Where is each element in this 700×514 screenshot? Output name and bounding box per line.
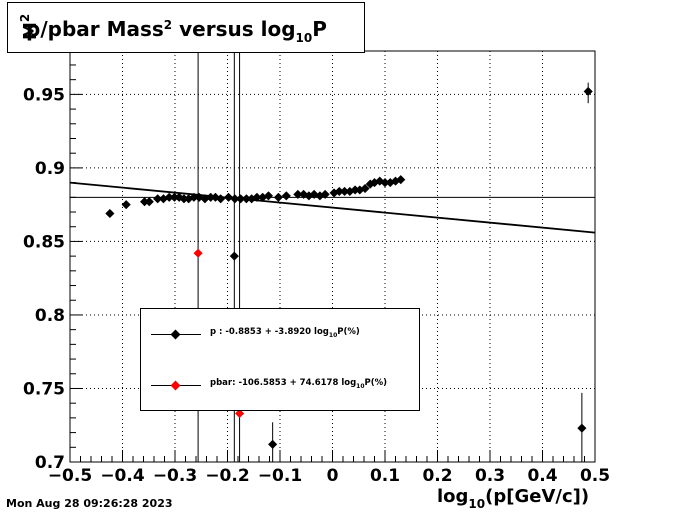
legend-entry-p: p : -0.8853 + -3.8920 log10P(%) [210,327,360,339]
data-point-p [375,176,385,186]
data-point-p [229,251,239,261]
x-tick-label: −0.3 [153,466,197,486]
data-point-p [577,423,587,433]
data-point-p [309,189,319,200]
data-point-p [174,192,184,202]
data-point-p [121,200,131,210]
data-point-p [267,439,278,450]
y-tick-label: 0.75 [23,379,65,399]
data-point-p [210,192,221,202]
y-tick-label: 0.95 [23,85,65,105]
data-point-p [223,192,234,202]
x-tick-label: 0.1 [370,466,400,486]
data-point-p [105,208,115,219]
fit-line [69,181,596,234]
y-tick-label: 0.7 [35,453,65,473]
legend-marker-p [170,329,181,340]
data-point-p [281,191,291,201]
data-point-p [263,191,274,201]
data-point-p [144,197,154,207]
data-point-p [360,183,370,194]
y-tick-label: 0.8 [35,306,65,326]
data-point-p [194,192,204,202]
data-point-pbar [234,408,245,419]
x-tick-label: 0.5 [580,466,610,486]
data-point-pbar [193,248,203,258]
data-point-p [298,189,309,200]
data-point-p [216,194,226,204]
x-tick-label: −0.1 [258,466,302,486]
x-tick-label: −0.4 [100,466,145,486]
legend-marker-pbar [170,380,181,391]
data-point-p [396,175,406,185]
x-axis-label: log10(p[GeV/c]) [437,486,590,511]
x-tick-label: −0.5 [48,466,92,486]
y-tick-label: 0.85 [23,232,65,252]
y-axis-label: M2 [18,13,41,40]
x-tick-label: −0.2 [205,466,249,486]
legend-entry-pbar: pbar: -106.5853 + 74.6178 log10P(%) [210,378,388,390]
chart-title: p/pbar Mass2 versus log10P [26,17,327,45]
x-tick-label: 0.2 [422,466,452,486]
data-point-p [320,189,330,200]
x-tick-label: 0.3 [475,466,505,486]
data-point-p [583,86,593,97]
timestamp: Mon Aug 28 09:26:28 2023 [6,497,173,510]
x-tick-label: 0.4 [527,466,557,486]
y-tick-label: 0.9 [35,159,65,179]
data-point-p [273,192,284,202]
legend: p : -0.8853 + -3.8920 log10P(%) pbar: -1… [140,308,420,411]
x-tick-label: 0 [327,466,339,486]
title-box: p/pbar Mass2 versus log10P [7,2,365,53]
